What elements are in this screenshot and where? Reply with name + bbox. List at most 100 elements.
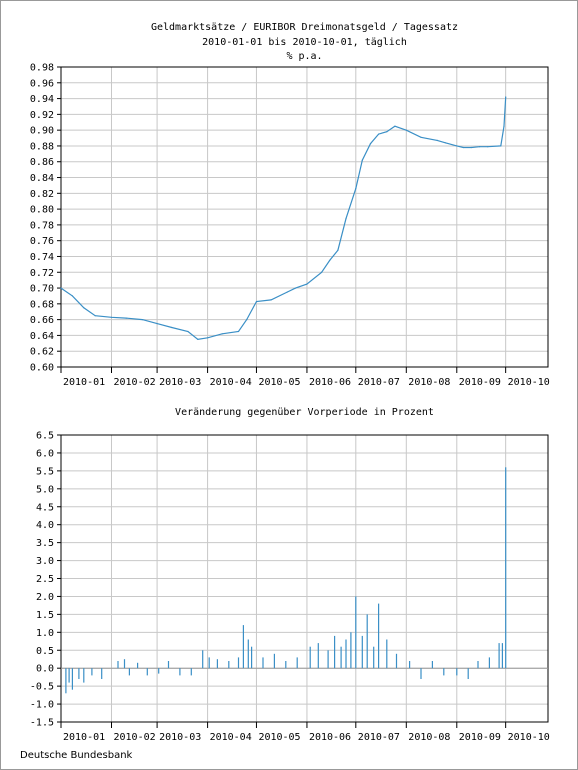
rate-point [270,299,272,301]
rate-point [125,317,127,319]
change-bar [71,668,73,690]
rate-point [436,139,438,141]
panel-2-x-tick-label: 2010-10 [508,732,550,743]
panel-1-y-tick-label: 0.70 [30,284,54,295]
rate-point [394,125,396,127]
change-bar [117,661,119,669]
change-bar [179,668,181,676]
panel-2-plot-border [60,434,549,723]
change-bar [137,662,139,669]
rate-point [246,319,248,321]
rate-point [386,131,388,133]
change-bar [101,668,103,679]
rate-point [456,145,458,147]
rate-point [361,159,363,161]
change-bar [340,646,342,669]
change-bar [309,646,311,669]
panel-2-x-tick-label: 2010-07 [358,732,400,743]
change-bar [83,668,85,683]
rate-point [378,133,380,135]
panel-2-y-tick-label: 5.5 [36,466,54,477]
panel-2-x-tick-label: 2010-09 [459,732,501,743]
panel-2-y-tick-label: 3.0 [36,556,54,567]
change-bar [273,653,275,669]
panel-1-y-tick-label: 0.60 [30,363,54,374]
rate-point [83,307,85,309]
change-bar [317,643,319,669]
panel-2-x-tick-label: 2010-06 [309,732,351,743]
change-bar [334,635,336,669]
rate-point [237,330,240,333]
rate-point [110,316,113,318]
panel-1-y-tick-label: 0.62 [30,347,54,358]
change-bar [296,657,298,669]
change-bar [228,661,230,669]
rate-point [470,146,472,149]
panel-1-subtitle: 2010-01-01 bis 2010-10-01, täglich [202,37,407,48]
panel-1-y-tick-label: 0.90 [30,126,54,137]
change-bar [91,668,93,676]
change-bar [78,668,80,679]
panel-1-y-tick-label: 0.98 [30,63,54,74]
panel-1-x-tick-label: 2010-08 [408,377,450,388]
panel-2-y-tick-label: 2.0 [36,592,54,603]
panel-1-y-tick-label: 0.76 [30,236,54,247]
change-bar [242,625,244,669]
panel-1-x-tick-label: 2010-06 [309,377,351,388]
change-bar [355,596,357,669]
panel-2-y-tick-label: 5.0 [36,484,54,495]
rate-point [505,96,507,98]
change-bar [65,668,67,694]
rate-point [500,145,502,147]
panel-2-y-tick-label: 6.5 [36,431,54,442]
panel-1-y-tick-label: 0.96 [30,78,54,89]
change-bar [208,657,210,669]
change-bar [498,643,500,669]
panel-1-plot-border [60,66,549,368]
change-bar [247,639,249,669]
rate-point [444,142,446,144]
change-bar [409,661,411,669]
rate-point [207,337,209,339]
rate-point [420,136,422,138]
change-bar [123,659,126,669]
panel-1-x-tick-label: 2010-04 [210,377,252,388]
change-bar [190,668,192,676]
rate-point [156,323,158,325]
panel-1-y-tick-label: 0.82 [30,189,54,200]
rate-point [286,291,288,293]
panel-2-x-tick-label: 2010-01 [63,732,105,743]
change-bar [366,614,368,669]
rate-point [487,146,489,148]
panel-1-title: Geldmarktsätze / EURIBOR Dreimonatsgeld … [151,22,458,33]
change-bar [373,646,375,669]
panel-2-y-tick-label: 3.5 [36,538,54,549]
rate-point [171,326,173,329]
panel-2-y-tick-label: 4.0 [36,520,54,531]
change-bar [378,603,380,669]
change-bar [251,646,253,669]
change-bar [237,657,240,669]
rate-point [479,146,481,148]
change-bar [431,661,433,669]
rate-point [197,338,199,340]
change-bar [420,668,422,679]
panel-2-y-tick-label: -1.0 [30,700,54,711]
panel-1-y-tick-label: 0.74 [30,252,54,263]
panel-1-y-tick-label: 0.64 [30,331,54,342]
panel-2-y-tick-label: 1.5 [36,610,54,621]
rate-series-line [60,96,507,341]
panel-2-y-tick-label: 1.0 [36,628,54,639]
panel-1-y-tick-label: 0.68 [30,299,54,310]
panel-1-x-tick-label: 2010-10 [508,377,550,388]
change-bar [202,650,204,669]
panel-2-x-tick-label: 2010-03 [159,732,201,743]
rate-point [60,287,62,289]
panel-1-y-tick-label: 0.92 [30,110,54,121]
panel-2-x-tick-label: 2010-08 [408,732,450,743]
panel-1-x-tick-label: 2010-01 [63,377,105,388]
change-bar [467,668,469,679]
change-bar [488,657,490,669]
change-bar [216,659,218,669]
